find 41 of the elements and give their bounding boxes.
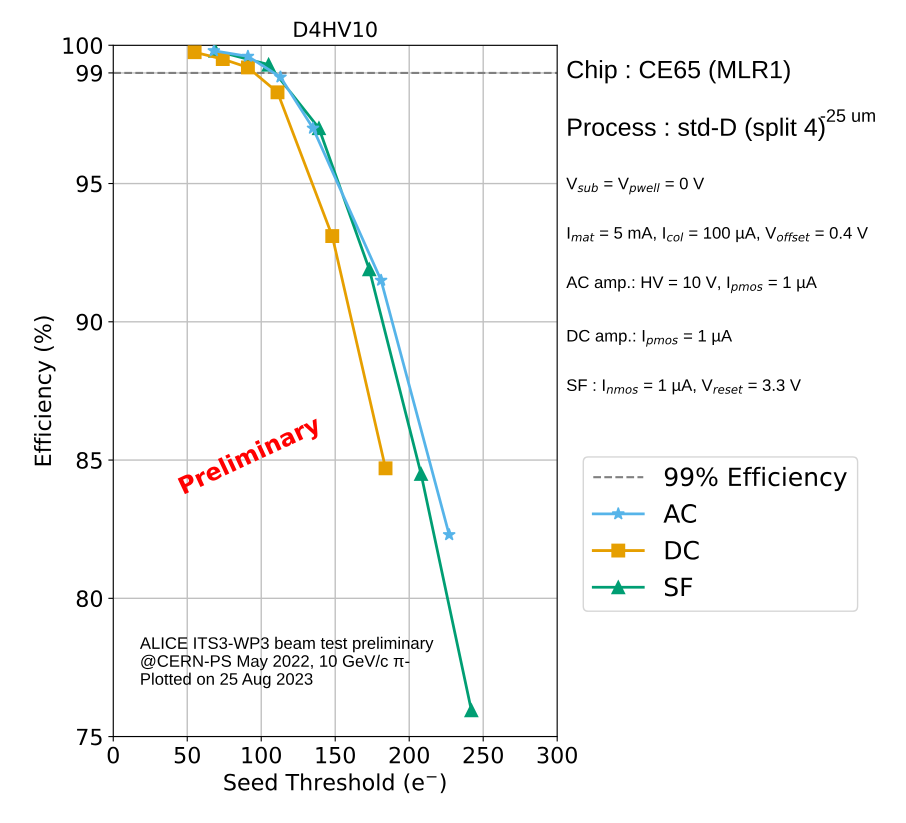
y-tick-label: 99 <box>76 64 102 82</box>
text: DC amp.: I$_{pmos}$ = 1 µA <box>568 330 732 347</box>
legend-label: SF <box>664 577 692 596</box>
legend-label: DC <box>666 540 699 560</box>
chart-title: D4HV10 <box>294 21 377 38</box>
text: Chip : CE65 (MLR1) <box>568 60 790 84</box>
x-tick-label: 300 <box>538 746 577 764</box>
point <box>374 273 388 286</box>
x-tick-label: 150 <box>316 746 355 764</box>
point <box>378 461 392 476</box>
text: I$_{mat}$ = 5 mA, I$_{col}$ = 100 µA, V$_{offset}$ = 0.4 V <box>568 227 868 242</box>
point <box>464 703 478 718</box>
y-tick-label: 75 <box>77 728 102 746</box>
y-tick-label: 80 <box>76 590 102 608</box>
point <box>241 49 255 62</box>
y-axis-title: Efficiency (%) <box>34 316 56 466</box>
point <box>325 229 340 244</box>
y-tick-label: 90 <box>76 314 102 331</box>
point <box>274 70 288 83</box>
point <box>362 262 376 276</box>
x-tick-label: 250 <box>464 746 503 764</box>
point <box>414 466 428 481</box>
text: SF : I$_{nmos}$ = 1 µA, V$_{reset}$ = 3.3 V <box>567 379 801 394</box>
annotation: ALICE ITS3-WP3 beam test preliminary @CERN-PS May 2022, 10 GeV/c π- Plotted on 25 Aug 2023 <box>140 636 434 688</box>
text: V$_{sub}$ = V$_{pwell}$ = 0 V <box>566 178 704 194</box>
y-tick-label: 85 <box>76 452 102 469</box>
x-axis-title: Seed Threshold (e$^{−}$) <box>224 773 446 794</box>
y-tick-label: 100 <box>64 37 102 54</box>
point <box>306 121 320 134</box>
x-tick-label: 100 <box>242 746 281 764</box>
text: AC amp.: HV = 10 V, I$_{pmos}$ = 1 µA <box>566 276 817 294</box>
point <box>188 45 202 60</box>
x-tick-label: 200 <box>390 746 429 764</box>
x-tick-label: 0 <box>108 746 119 764</box>
legend-label: AC <box>663 504 696 523</box>
y-tick-label: 95 <box>76 175 102 192</box>
point <box>240 60 255 74</box>
legend-label: 99% Efficiency <box>664 466 847 492</box>
point <box>442 528 456 540</box>
point <box>270 85 284 100</box>
x-tick-label: 50 <box>174 746 200 764</box>
